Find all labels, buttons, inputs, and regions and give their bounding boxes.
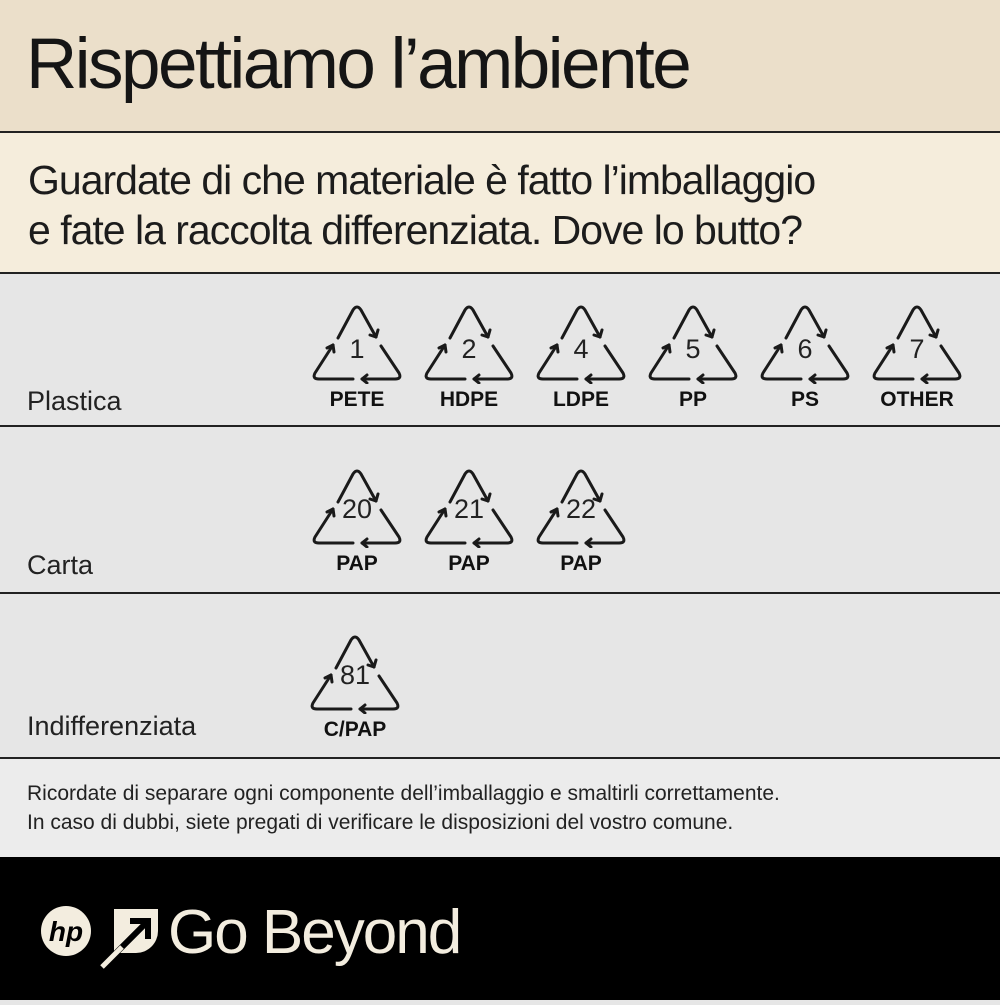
recycling-symbol-ldpe: 4 LDPE [531, 302, 631, 412]
recycle-triangle-icon [531, 466, 631, 548]
note-line-2: In caso di dubbi, siete pregati di verif… [27, 811, 734, 834]
symbol-code: PAP [336, 552, 378, 575]
symbol-code: LDPE [552, 388, 609, 411]
recycle-triangle-icon [531, 302, 631, 384]
recycle-triangle-icon [419, 302, 519, 384]
symbol-number: 21 [453, 494, 485, 524]
recycle-triangle-icon [307, 466, 407, 548]
symbol-number: 2 [461, 334, 477, 364]
symbol-code: C/PAP [323, 718, 387, 741]
row-label: Plastica [27, 386, 122, 416]
footer-logo: hp Go Beyond [41, 898, 462, 969]
hp-logo-icon: hp [41, 906, 91, 956]
svg-text:hp: hp [49, 916, 83, 947]
recycle-triangle-icon [307, 302, 407, 384]
recycling-symbol-pap: 22 PAP [531, 466, 631, 576]
symbol-number: 81 [339, 660, 371, 690]
subheader-line-1: Guardate di che materiale è fatto l’imba… [28, 157, 816, 203]
symbol-number: 7 [909, 334, 925, 364]
subheader-line-2: e fate la raccolta differenziata. Dove l… [28, 207, 803, 253]
symbol-number: 6 [797, 334, 813, 364]
recycle-triangle-icon [419, 466, 519, 548]
symbol-number: 22 [565, 494, 597, 524]
symbol-code: PS [790, 388, 819, 411]
symbol-code: OTHER [880, 388, 954, 411]
recycling-symbol-pap: 21 PAP [419, 466, 519, 576]
recycle-triangle-icon [867, 302, 967, 384]
symbol-code: HDPE [439, 388, 499, 411]
footer-slogan: Go Beyond [168, 898, 460, 967]
page-title: Rispettiamo l’ambiente [26, 25, 692, 104]
symbol-number: 20 [341, 494, 373, 524]
recycling-symbol-pete: 1 PETE [307, 302, 407, 412]
symbol-code: PAP [448, 552, 490, 575]
symbol-number: 5 [685, 334, 701, 364]
recycle-triangle-icon [643, 302, 743, 384]
row-carta: Carta [0, 427, 1000, 594]
footer: hp Go Beyond [0, 857, 1000, 1000]
recycling-symbol-pap: 20 PAP [307, 466, 407, 576]
symbol-code: PAP [560, 552, 602, 575]
symbol-code: PETE [329, 388, 385, 411]
symbol-number: 4 [573, 334, 589, 364]
note: Ricordate di separare ogni componente de… [0, 759, 1000, 857]
recycling-symbol-ps: 6 PS [755, 302, 855, 412]
recycle-triangle-icon [305, 632, 405, 714]
symbol-code: PP [678, 388, 707, 411]
row-label: Indifferenziata [27, 711, 197, 741]
symbol-number: 1 [349, 334, 365, 364]
arrow-logo-icon [100, 909, 158, 969]
subheader: Guardate di che materiale è fatto l’imba… [0, 133, 1000, 274]
subheader-text: Guardate di che materiale è fatto l’imba… [28, 155, 816, 255]
recycling-symbol-hdpe: 2 HDPE [419, 302, 519, 412]
row-indifferenziata: Indifferenziata [0, 594, 1000, 759]
row-label: Carta [27, 550, 94, 580]
header: Rispettiamo l’ambiente [0, 0, 1000, 133]
note-line-1: Ricordate di separare ogni componente de… [27, 782, 780, 805]
recycling-symbol-other: 7 OTHER [867, 302, 967, 412]
recycle-triangle-icon [755, 302, 855, 384]
recycling-symbol-pp: 5 PP [643, 302, 743, 412]
note-text: Ricordate di separare ogni componente de… [27, 779, 780, 837]
recycling-symbol-c-pap: 81 C/PAP [305, 632, 405, 742]
